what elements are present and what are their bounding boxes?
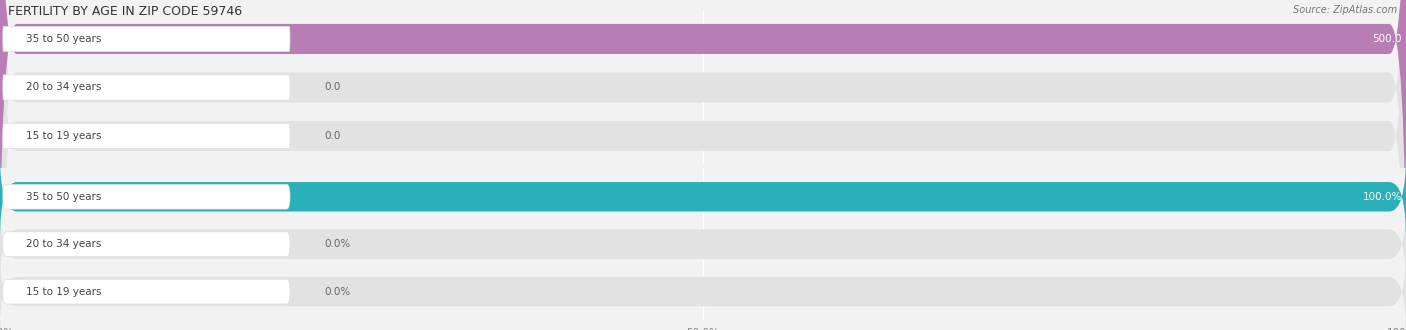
FancyBboxPatch shape	[0, 0, 1406, 315]
Text: 0.0: 0.0	[325, 82, 342, 92]
FancyBboxPatch shape	[0, 202, 1406, 286]
FancyBboxPatch shape	[3, 123, 290, 148]
FancyBboxPatch shape	[3, 75, 290, 100]
FancyBboxPatch shape	[3, 184, 290, 209]
Text: 35 to 50 years: 35 to 50 years	[25, 192, 101, 202]
Text: 15 to 19 years: 15 to 19 years	[25, 131, 101, 141]
FancyBboxPatch shape	[3, 232, 290, 256]
Text: 20 to 34 years: 20 to 34 years	[25, 239, 101, 249]
FancyBboxPatch shape	[3, 279, 290, 304]
FancyBboxPatch shape	[0, 154, 1406, 239]
FancyBboxPatch shape	[0, 154, 1406, 239]
Text: 15 to 19 years: 15 to 19 years	[25, 287, 101, 297]
Text: 0.0%: 0.0%	[325, 239, 352, 249]
Text: 35 to 50 years: 35 to 50 years	[25, 34, 101, 44]
Text: FERTILITY BY AGE IN ZIP CODE 59746: FERTILITY BY AGE IN ZIP CODE 59746	[8, 5, 243, 18]
Text: 100.0%: 100.0%	[1362, 192, 1402, 202]
Text: Source: ZipAtlas.com: Source: ZipAtlas.com	[1294, 5, 1398, 15]
Text: 0.0: 0.0	[325, 131, 342, 141]
FancyBboxPatch shape	[0, 0, 1406, 315]
FancyBboxPatch shape	[3, 26, 290, 51]
Text: 20 to 34 years: 20 to 34 years	[25, 82, 101, 92]
Text: 500.0: 500.0	[1372, 34, 1402, 44]
Text: 0.0%: 0.0%	[325, 287, 352, 297]
FancyBboxPatch shape	[0, 249, 1406, 330]
